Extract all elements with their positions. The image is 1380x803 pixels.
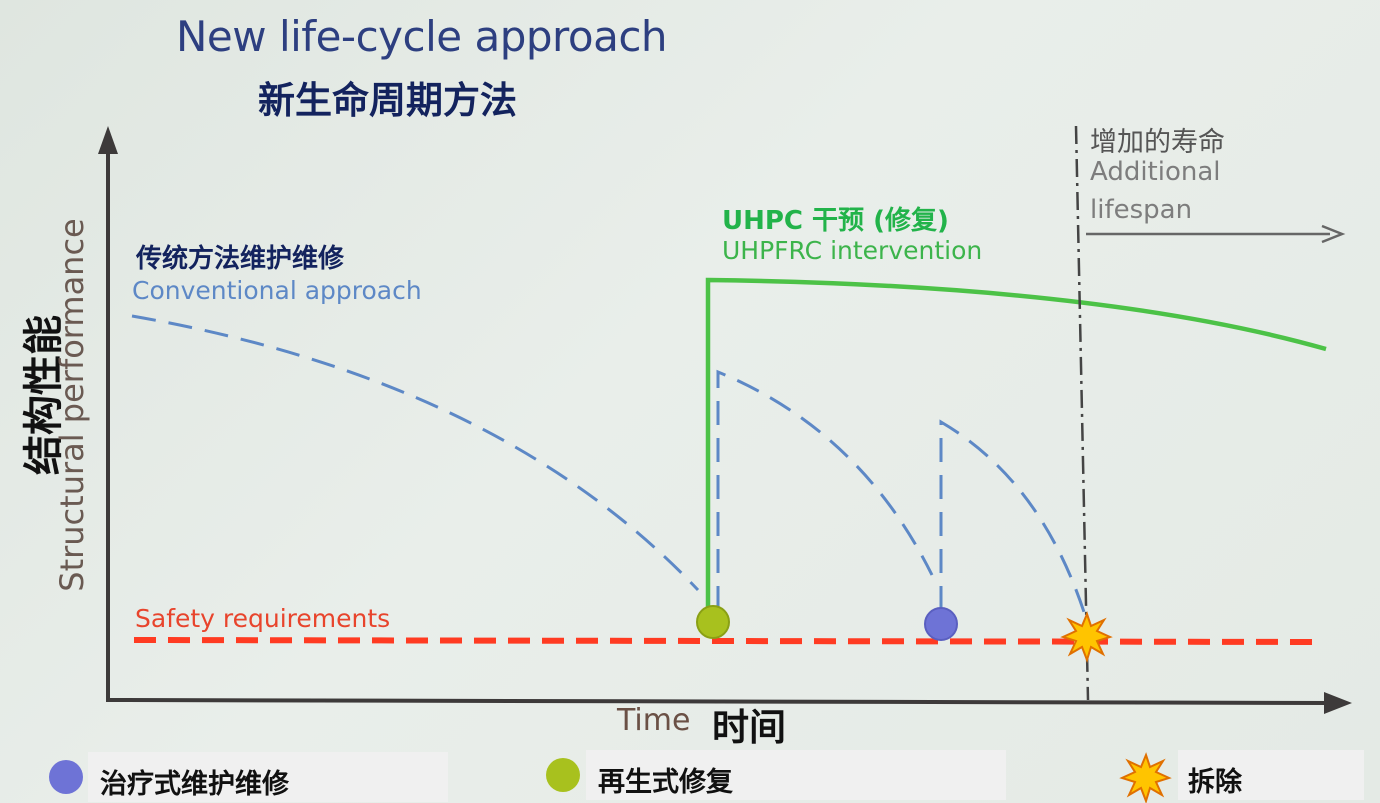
legend-curative: 治疗式维护维修 — [88, 752, 448, 802]
legend-regenerative-icon — [546, 758, 580, 792]
y-axis-arrow — [98, 126, 118, 154]
legend-demolition-icon — [1119, 752, 1172, 803]
title-chinese: 新生命周期方法 — [258, 79, 517, 122]
legend-regenerative-label: 再生式修复 — [598, 767, 733, 798]
end-of-life-marker-line — [1074, 125, 1090, 701]
conventional-label-chinese: 传统方法维护维修 — [136, 244, 345, 274]
uhpc-label-english: UHPFRC intervention — [722, 236, 983, 265]
x-axis-arrow — [1324, 692, 1352, 714]
safety-requirements-line — [133, 637, 1317, 645]
uhpc-label-chinese: UHPC 干预 (修复) — [722, 206, 949, 236]
x-axis-label-chinese: 时间 — [712, 706, 786, 749]
uhpc-curve — [705, 277, 1327, 612]
y-axis-label-english: Structural performance — [53, 218, 91, 592]
conventional-label-english: Conventional approach — [132, 276, 422, 305]
regenerative-repair-marker — [696, 605, 730, 639]
additional-lifespan-label-line2: lifespan — [1090, 195, 1193, 225]
curative-maintenance-marker — [924, 607, 958, 641]
legend-curative-icon — [49, 760, 83, 794]
additional-lifespan-label-line1: Additional — [1090, 157, 1221, 187]
conventional-curve — [131, 314, 700, 592]
additional-lifespan-label-chinese: 增加的寿命 — [1090, 127, 1225, 158]
legend-demolition: 拆除 — [1178, 750, 1364, 800]
additional-lifespan-arrowhead — [1321, 224, 1346, 244]
safety-requirements-label: Safety requirements — [135, 604, 391, 633]
conventional-curve-after-repair-2 — [939, 419, 1086, 613]
demolition-marker — [1060, 611, 1113, 664]
legend-curative-label: 治疗式维护维修 — [100, 769, 289, 800]
x-axis-line — [105, 698, 1331, 705]
title-english: New life-cycle approach — [176, 12, 668, 61]
conventional-curve-after-repair-1 — [716, 369, 934, 610]
x-axis-label-english: Time — [617, 703, 691, 738]
legend-regenerative: 再生式修复 — [586, 750, 1006, 800]
legend-demolition-label: 拆除 — [1188, 767, 1242, 798]
